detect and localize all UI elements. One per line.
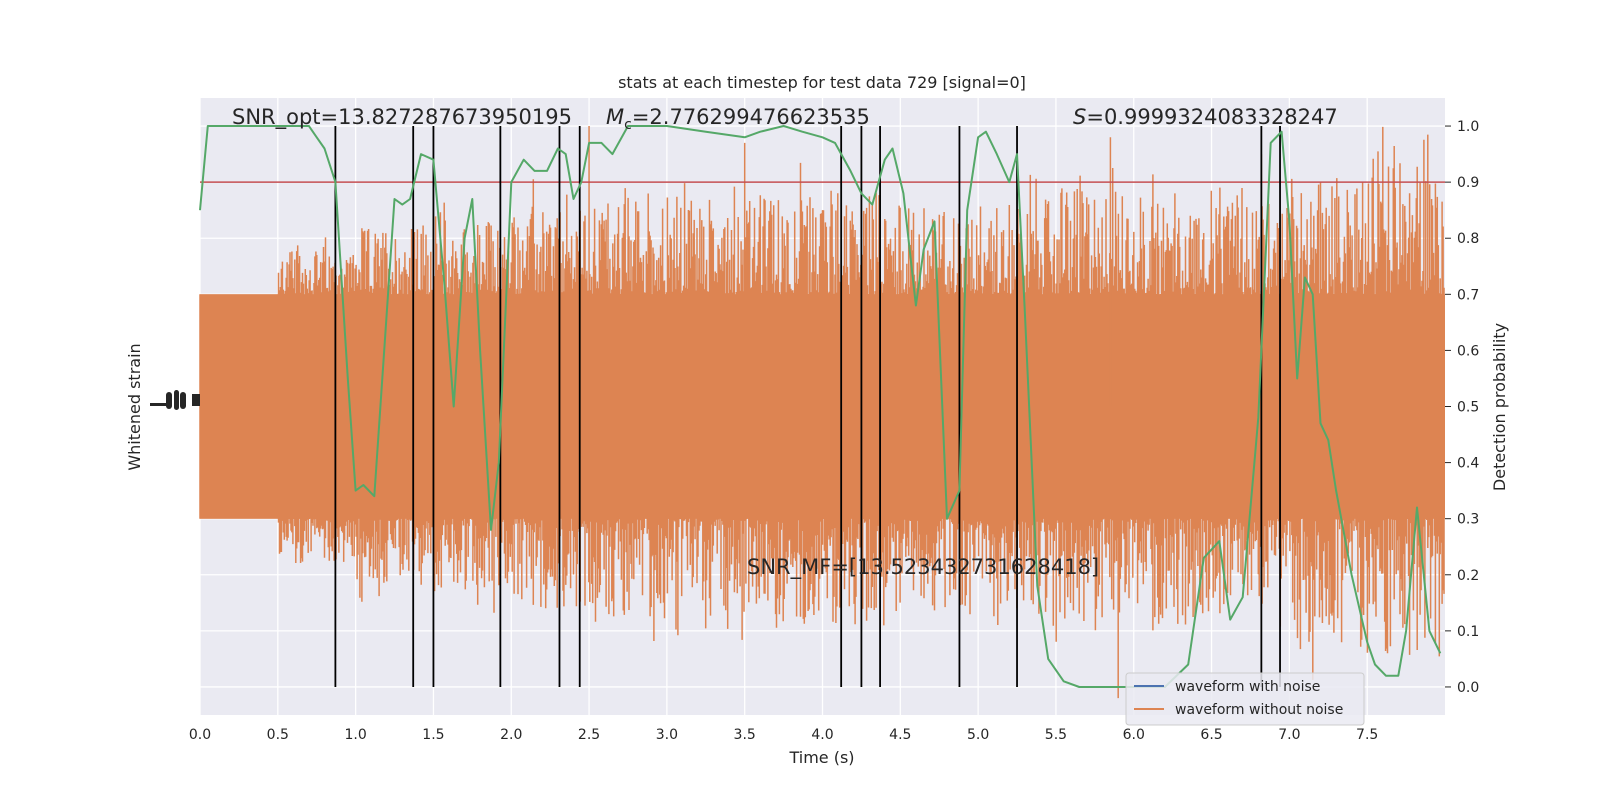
legend: waveform with noise waveform without noi… bbox=[1125, 672, 1365, 726]
y-tick-label: 0.7 bbox=[1457, 287, 1479, 303]
annotation-chirp-mass-value: =2.776299476623535 bbox=[632, 105, 870, 129]
y-tick-label: 0.1 bbox=[1457, 624, 1479, 640]
x-axis-ticks: 0.0 0.5 1.0 1.5 2.0 2.5 3.0 3.5 4.0 4.5 5.0 5.5 6.0 6… bbox=[189, 727, 1378, 743]
y-axis-left-label: Whitened strain bbox=[125, 343, 144, 470]
x-tick-label: 2.0 bbox=[500, 727, 522, 743]
y-tick-label: 0.8 bbox=[1457, 231, 1479, 247]
x-tick-label: 0.0 bbox=[189, 727, 211, 743]
annotation-chirp-mass-symbol: M bbox=[606, 105, 624, 129]
annotation-s: S=0.9999324083328247 bbox=[1073, 105, 1338, 129]
y-tick-label: 0.6 bbox=[1457, 343, 1479, 359]
annotation-s-value: =0.9999324083328247 bbox=[1086, 105, 1337, 129]
x-tick-label: 5.0 bbox=[967, 727, 989, 743]
x-tick-label: 1.5 bbox=[422, 727, 444, 743]
annotation-s-symbol: S bbox=[1073, 105, 1086, 129]
y-tick-label: 0.9 bbox=[1457, 175, 1479, 191]
chart-title: stats at each timestep for test data 729… bbox=[618, 73, 1026, 92]
x-tick-label: 4.5 bbox=[889, 727, 911, 743]
left-axis-tick-blob bbox=[150, 390, 200, 410]
y-axis-right-ticks: 0.0 0.1 0.2 0.3 0.4 0.5 0.6 0.7 0.8 0.9 1.0 bbox=[1445, 119, 1479, 696]
x-tick-label: 5.5 bbox=[1045, 727, 1067, 743]
x-tick-label: 7.5 bbox=[1356, 727, 1378, 743]
y-tick-label: 1.0 bbox=[1457, 119, 1479, 135]
x-tick-label: 0.5 bbox=[267, 727, 289, 743]
y-tick-label: 0.2 bbox=[1457, 568, 1479, 584]
y-tick-label: 0.4 bbox=[1457, 456, 1479, 472]
legend-label-strain: waveform without noise bbox=[1175, 702, 1343, 718]
x-tick-label: 6.5 bbox=[1200, 727, 1222, 743]
x-tick-label: 3.0 bbox=[656, 727, 678, 743]
x-tick-label: 6.0 bbox=[1123, 727, 1145, 743]
annotation-snr-mf: SNR_MF=[13.523432731628418] bbox=[747, 555, 1099, 580]
y-axis-right-label: Detection probability bbox=[1490, 323, 1509, 491]
annotation-chirp-mass: Mc=2.776299476623535 bbox=[606, 105, 870, 133]
x-tick-label: 2.5 bbox=[578, 727, 600, 743]
legend-box bbox=[1125, 672, 1365, 726]
x-tick-label: 4.0 bbox=[811, 727, 833, 743]
x-axis-label: Time (s) bbox=[788, 748, 854, 767]
probability-series bbox=[199, 125, 1442, 688]
probability-line bbox=[199, 125, 1442, 688]
y-tick-label: 0.5 bbox=[1457, 400, 1479, 416]
y-tick-label: 0.3 bbox=[1457, 512, 1479, 528]
annotation-chirp-mass-sub: c bbox=[624, 117, 632, 133]
strain-series bbox=[199, 126, 1445, 699]
annotation-snr-opt: SNR_opt=13.827287673950195 bbox=[232, 105, 572, 130]
event-markers bbox=[334, 126, 1281, 687]
x-tick-label: 3.5 bbox=[734, 727, 756, 743]
x-tick-label: 1.0 bbox=[344, 727, 366, 743]
legend-label-noise: waveform with noise bbox=[1175, 679, 1320, 695]
y-tick-label: 0.0 bbox=[1457, 680, 1479, 696]
x-tick-label: 7.0 bbox=[1278, 727, 1300, 743]
